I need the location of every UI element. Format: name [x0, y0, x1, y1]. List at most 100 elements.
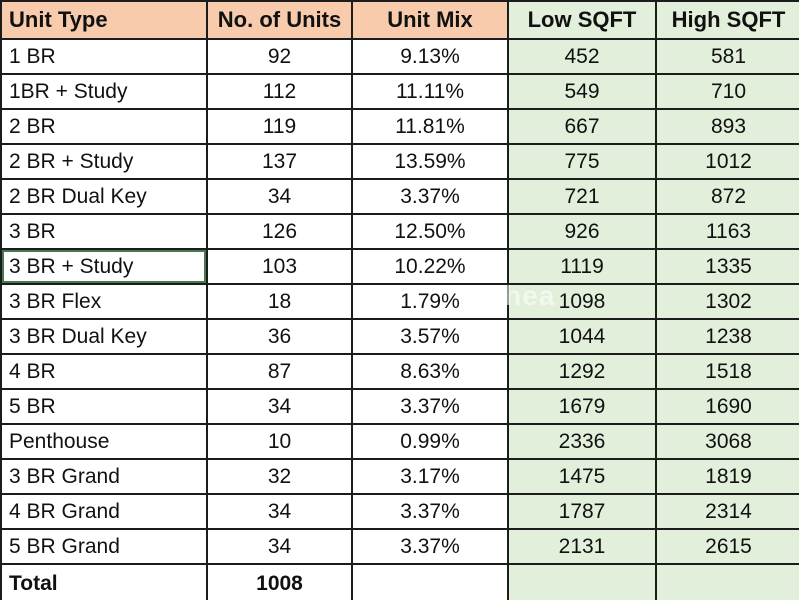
high-sqft-cell[interactable]: 1012: [655, 143, 799, 180]
total-mix-cell[interactable]: [351, 563, 509, 600]
unit-type-cell[interactable]: 4 BR: [0, 353, 208, 390]
units-cell[interactable]: 34: [206, 178, 353, 215]
total-units-cell[interactable]: 1008: [206, 563, 353, 600]
col-header-high-sqft[interactable]: High SQFT: [655, 0, 799, 40]
high-sqft-cell[interactable]: 1335: [655, 248, 799, 285]
units-cell[interactable]: 87: [206, 353, 353, 390]
low-sqft-cell[interactable]: 926: [507, 213, 657, 250]
units-cell[interactable]: 10: [206, 423, 353, 460]
unit-mix-cell[interactable]: 3.37%: [351, 493, 509, 530]
units-cell[interactable]: 119: [206, 108, 353, 145]
unit-mix-cell[interactable]: 3.37%: [351, 388, 509, 425]
high-sqft-cell[interactable]: 2615: [655, 528, 799, 565]
unit-type-cell[interactable]: 3 BR Dual Key: [0, 318, 208, 355]
unit-mix-cell[interactable]: 9.13%: [351, 38, 509, 75]
unit-mix-cell[interactable]: 3.57%: [351, 318, 509, 355]
table-row: Penthouse 10 0.99% 2336 3068: [0, 423, 799, 460]
low-sqft-cell[interactable]: 1292: [507, 353, 657, 390]
low-sqft-cell[interactable]: 452: [507, 38, 657, 75]
high-sqft-cell[interactable]: 1302: [655, 283, 799, 320]
unit-type-cell[interactable]: 2 BR + Study: [0, 143, 208, 180]
unit-type-cell[interactable]: 5 BR: [0, 388, 208, 425]
total-row: Total 1008: [0, 563, 799, 600]
unit-type-cell[interactable]: 2 BR: [0, 108, 208, 145]
low-sqft-cell[interactable]: 667: [507, 108, 657, 145]
units-cell[interactable]: 112: [206, 73, 353, 110]
unit-type-cell[interactable]: 3 BR + Study: [0, 248, 208, 285]
low-sqft-cell[interactable]: 775: [507, 143, 657, 180]
unit-mix-cell[interactable]: 3.17%: [351, 458, 509, 495]
unit-mix-cell[interactable]: 8.63%: [351, 353, 509, 390]
unit-mix-cell[interactable]: 11.11%: [351, 73, 509, 110]
units-cell[interactable]: 34: [206, 528, 353, 565]
high-sqft-cell[interactable]: 3068: [655, 423, 799, 460]
unit-type-cell[interactable]: 3 BR Grand: [0, 458, 208, 495]
unit-mix-cell[interactable]: 12.50%: [351, 213, 509, 250]
unit-mix-cell[interactable]: 0.99%: [351, 423, 509, 460]
high-sqft-cell[interactable]: 893: [655, 108, 799, 145]
low-sqft-cell[interactable]: 1787: [507, 493, 657, 530]
units-cell[interactable]: 103: [206, 248, 353, 285]
table-row: 3 BR Grand 32 3.17% 1475 1819: [0, 458, 799, 495]
units-cell[interactable]: 32: [206, 458, 353, 495]
low-sqft-cell[interactable]: 1098: [507, 283, 657, 320]
unit-mix-cell[interactable]: 10.22%: [351, 248, 509, 285]
table-row: 3 BR Flex 18 1.79% 1098 1302: [0, 283, 799, 320]
unit-type-cell[interactable]: 1 BR: [0, 38, 208, 75]
low-sqft-cell[interactable]: 549: [507, 73, 657, 110]
unit-type-cell[interactable]: 1BR + Study: [0, 73, 208, 110]
units-cell[interactable]: 126: [206, 213, 353, 250]
table-row: 2 BR 119 11.81% 667 893: [0, 108, 799, 145]
table-row: 3 BR Dual Key 36 3.57% 1044 1238: [0, 318, 799, 355]
total-low-sqft-cell[interactable]: [507, 563, 657, 600]
unit-type-cell[interactable]: 3 BR: [0, 213, 208, 250]
header-row: Unit Type No. of Units Unit Mix Low SQFT…: [0, 0, 799, 40]
low-sqft-cell[interactable]: 1044: [507, 318, 657, 355]
unit-type-cell[interactable]: Penthouse: [0, 423, 208, 460]
units-cell[interactable]: 34: [206, 388, 353, 425]
col-header-unit-type[interactable]: Unit Type: [0, 0, 208, 40]
unit-mix-cell[interactable]: 1.79%: [351, 283, 509, 320]
unit-type-cell[interactable]: 2 BR Dual Key: [0, 178, 208, 215]
high-sqft-cell[interactable]: 1238: [655, 318, 799, 355]
total-label-cell[interactable]: Total: [0, 563, 208, 600]
low-sqft-cell[interactable]: 2131: [507, 528, 657, 565]
high-sqft-cell[interactable]: 1163: [655, 213, 799, 250]
total-high-sqft-cell[interactable]: [655, 563, 799, 600]
low-sqft-cell[interactable]: 721: [507, 178, 657, 215]
high-sqft-cell[interactable]: 1690: [655, 388, 799, 425]
units-cell[interactable]: 92: [206, 38, 353, 75]
high-sqft-cell[interactable]: 581: [655, 38, 799, 75]
table-row: 1 BR 92 9.13% 452 581: [0, 38, 799, 75]
unit-mix-cell[interactable]: 13.59%: [351, 143, 509, 180]
low-sqft-cell[interactable]: 1475: [507, 458, 657, 495]
col-header-unit-mix[interactable]: Unit Mix: [351, 0, 509, 40]
unit-type-cell[interactable]: 5 BR Grand: [0, 528, 208, 565]
high-sqft-cell[interactable]: 1518: [655, 353, 799, 390]
high-sqft-cell[interactable]: 2314: [655, 493, 799, 530]
low-sqft-cell[interactable]: 1119: [507, 248, 657, 285]
unit-type-cell[interactable]: 3 BR Flex: [0, 283, 208, 320]
table-row: 1BR + Study 112 11.11% 549 710: [0, 73, 799, 110]
low-sqft-cell[interactable]: 2336: [507, 423, 657, 460]
unit-type-cell[interactable]: 4 BR Grand: [0, 493, 208, 530]
col-header-low-sqft[interactable]: Low SQFT: [507, 0, 657, 40]
table-row: 5 BR Grand 34 3.37% 2131 2615: [0, 528, 799, 565]
table-row: 4 BR 87 8.63% 1292 1518: [0, 353, 799, 390]
unit-mix-cell[interactable]: 3.37%: [351, 178, 509, 215]
units-cell[interactable]: 137: [206, 143, 353, 180]
units-cell[interactable]: 18: [206, 283, 353, 320]
low-sqft-cell[interactable]: 1679: [507, 388, 657, 425]
table-row: 3 BR 126 12.50% 926 1163: [0, 213, 799, 250]
units-cell[interactable]: 34: [206, 493, 353, 530]
unit-mix-cell[interactable]: 11.81%: [351, 108, 509, 145]
unit-mix-cell[interactable]: 3.37%: [351, 528, 509, 565]
col-header-no-of-units[interactable]: No. of Units: [206, 0, 353, 40]
high-sqft-cell[interactable]: 872: [655, 178, 799, 215]
table-row: 4 BR Grand 34 3.37% 1787 2314: [0, 493, 799, 530]
table-row: 2 BR Dual Key 34 3.37% 721 872: [0, 178, 799, 215]
units-cell[interactable]: 36: [206, 318, 353, 355]
high-sqft-cell[interactable]: 710: [655, 73, 799, 110]
high-sqft-cell[interactable]: 1819: [655, 458, 799, 495]
